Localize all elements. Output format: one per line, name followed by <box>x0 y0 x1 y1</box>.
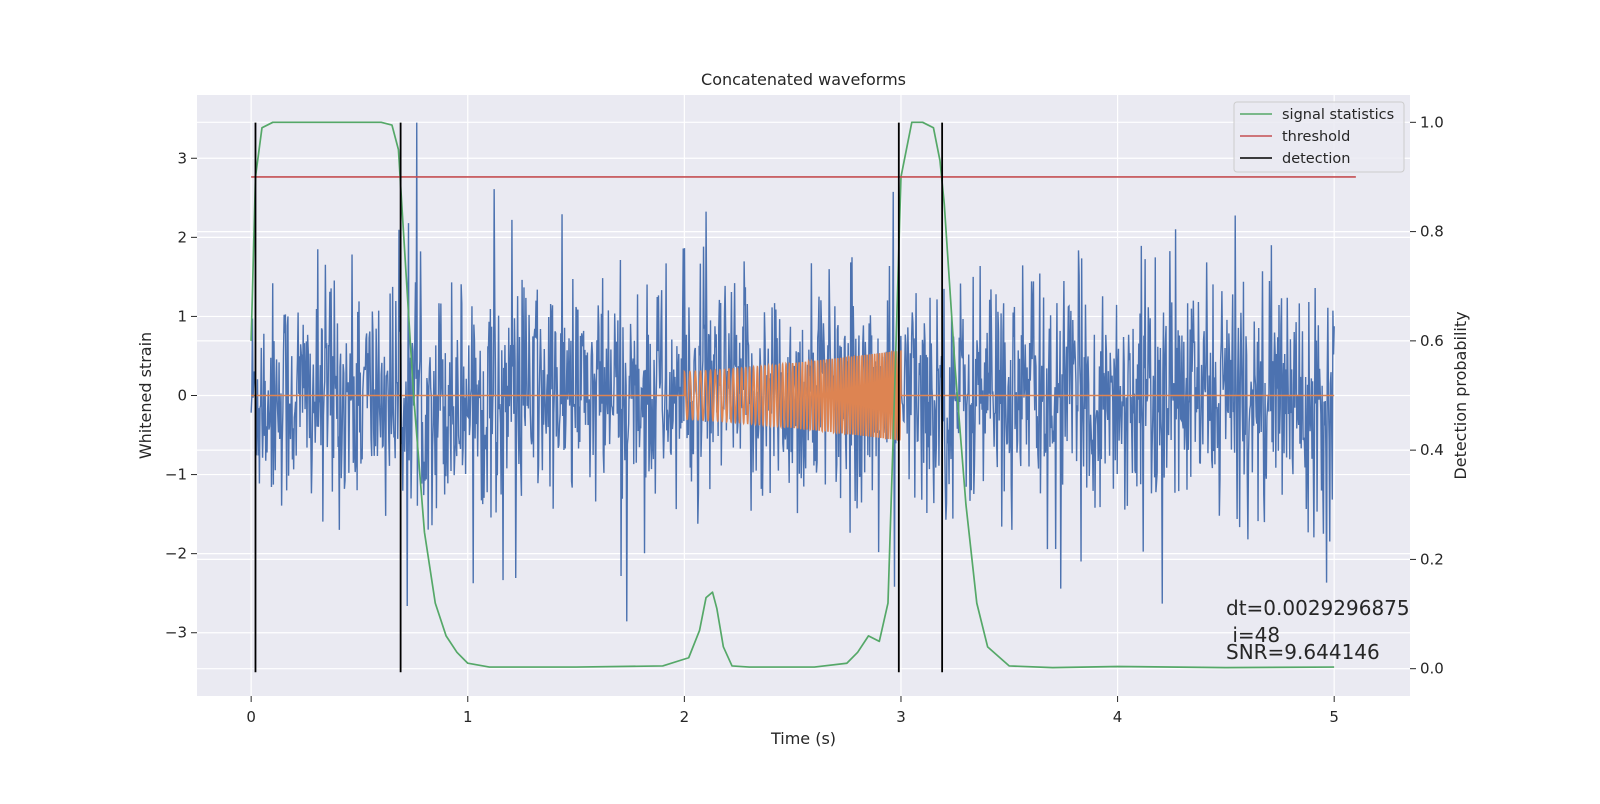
data-layer <box>250 121 1356 673</box>
y2-tick-label: 0.2 <box>1420 550 1444 568</box>
y-tick-label: 1 <box>177 307 187 325</box>
y2-axis-label: Detection probability <box>1451 311 1470 479</box>
chart-title: Concatenated waveforms <box>701 70 906 89</box>
whitened-strain-series-line <box>250 122 1335 622</box>
legend-box <box>1233 101 1405 173</box>
x-tick-label: 1 <box>463 708 473 726</box>
y2-tick-label: 0.8 <box>1420 223 1444 241</box>
axes: 0 1 2 3 4 5 −3 −2 −1 0 1 2 3 0.0 0.2 0.4 0.6 0.8 1.0 <box>165 113 1444 726</box>
y2-tick-label: 0.0 <box>1420 660 1444 678</box>
legend-entry-signal-statistics: signal statistics <box>1282 107 1394 123</box>
y-tick-label: 0 <box>177 387 187 405</box>
x-tick-label: 3 <box>896 708 906 726</box>
y2-tick-label: 1.0 <box>1420 113 1444 131</box>
y-tick-label: 2 <box>177 228 187 246</box>
x-axis-label: Time (s) <box>770 729 836 748</box>
injected-waveform-series-line <box>251 349 1335 442</box>
legend-entry-threshold: threshold <box>1282 129 1350 145</box>
y-tick-label: 3 <box>177 149 187 167</box>
signal-statistics-series-line <box>250 121 1335 669</box>
legend-entry-detection: detection <box>1282 151 1350 167</box>
x-tick-label: 2 <box>680 708 690 726</box>
annotation-index: i=48 <box>1226 623 1280 647</box>
y2-tick-label: 0.4 <box>1420 441 1444 459</box>
y-tick-label: −1 <box>165 466 187 484</box>
legend: signal statistics threshold detection <box>1233 101 1405 173</box>
x-tick-label: 0 <box>246 708 256 726</box>
y-tick-label: −3 <box>165 624 187 642</box>
x-tick-label: 4 <box>1113 708 1123 726</box>
y-tick-label: −2 <box>165 545 187 563</box>
annotation-snr: SNR=9.644146 <box>1226 640 1380 664</box>
annotation-dt: dt=0.0029296875 <box>1226 596 1410 620</box>
y2-tick-label: 0.6 <box>1420 332 1444 350</box>
y-axis-label: Whitened strain <box>136 332 155 459</box>
x-tick-label: 5 <box>1329 708 1339 726</box>
